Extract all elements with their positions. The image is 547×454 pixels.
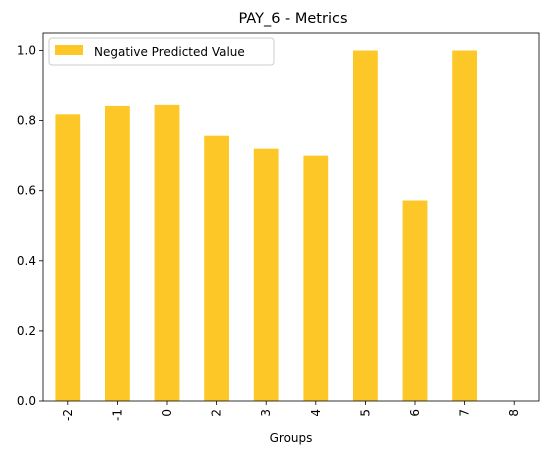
bar-5 <box>353 50 378 402</box>
y-tick-label: 0.2 <box>17 324 36 338</box>
x-tick-label: 7 <box>458 409 472 417</box>
bar-4 <box>303 155 329 401</box>
x-tick-label: 4 <box>309 409 323 417</box>
x-tick-label: 2 <box>210 409 224 417</box>
x-tick-label: -2 <box>61 409 75 421</box>
legend-label: Negative Predicted Value <box>94 45 245 59</box>
x-tick-label: 6 <box>408 409 422 417</box>
bar-2 <box>204 135 229 402</box>
bar-3 <box>253 148 279 401</box>
y-tick-label: 0.8 <box>17 114 36 128</box>
bar--1 <box>105 105 130 401</box>
bar-7 <box>452 50 477 402</box>
x-axis-label: Groups <box>270 431 313 445</box>
legend-swatch <box>55 45 83 55</box>
legend-box <box>48 37 275 66</box>
x-tick-label: 8 <box>507 409 521 417</box>
x-tick-label: -1 <box>110 409 124 421</box>
x-tick-label: 5 <box>358 409 372 417</box>
bar-0 <box>154 104 180 401</box>
y-axis: 0.0 0.2 0.4 0.6 0.8 1.0 <box>17 44 43 408</box>
bar--2 <box>55 114 81 401</box>
chart-title: PAY_6 - Metrics <box>238 11 347 27</box>
y-tick-label: 1.0 <box>17 44 36 58</box>
plot-frame <box>42 32 540 402</box>
bars-group <box>55 50 477 402</box>
x-tick-label: 0 <box>160 409 174 417</box>
x-axis: -2 -1 0 2 3 4 5 6 7 8 <box>61 401 521 421</box>
y-tick-label: 0.6 <box>17 184 36 198</box>
y-tick-label: 0.4 <box>17 254 36 268</box>
legend: Negative Predicted Value <box>48 37 275 66</box>
y-tick-label: 0.0 <box>17 394 36 408</box>
bar-6 <box>402 200 428 401</box>
x-tick-label: 3 <box>259 409 273 417</box>
